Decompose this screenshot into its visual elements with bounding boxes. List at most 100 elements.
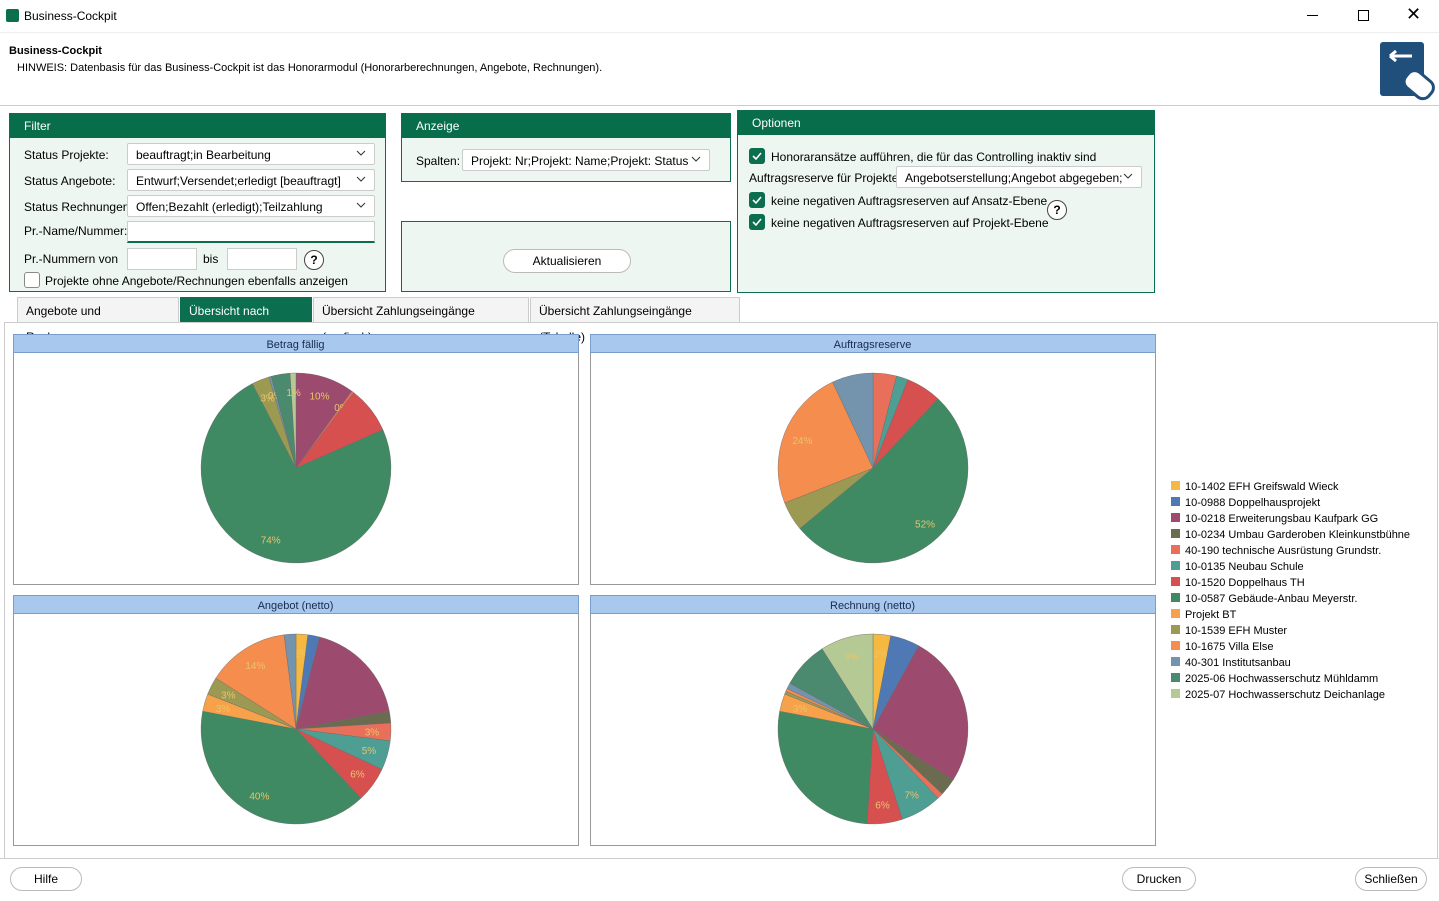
dropdown[interactable]: Offen;Bezahlt (erledigt);Teilzahlung (127, 195, 375, 217)
refresh-button[interactable]: Aktualisieren (503, 249, 631, 273)
pie-slice (777, 710, 874, 825)
data-label: 14% (245, 661, 265, 672)
data-label: 40% (249, 792, 269, 803)
data-label: 24% (792, 436, 812, 447)
checkbox-label: Honoraransätze aufführen, die für das Co… (771, 150, 1097, 164)
data-label: 1% (286, 388, 301, 399)
legend-label: 10-0135 Neubau Schule (1185, 561, 1304, 573)
field-label: bis (203, 252, 219, 266)
data-label: 7% (904, 790, 919, 801)
chart-title: Auftragsreserve (834, 339, 912, 351)
range-to[interactable] (227, 248, 297, 270)
tab[interactable]: Übersicht Zahlungseingänge (Tabelle) (530, 297, 740, 344)
panel-title: Anzeige (402, 114, 730, 138)
legend-swatch (1171, 641, 1180, 650)
legend-label: 10-1402 EFH Greifswald Wieck (1185, 481, 1339, 493)
help-icon[interactable]: ? (1047, 200, 1067, 220)
pie-slice (283, 633, 297, 730)
data-label: 3% (221, 690, 236, 701)
close[interactable]: ✕ (1406, 4, 1422, 24)
dropdown[interactable]: Projekt: Nr;Projekt: Name;Projekt: Statu… (462, 149, 710, 171)
checkbox[interactable] (749, 148, 765, 164)
checkbox[interactable] (749, 192, 765, 208)
legend-label: 40-190 technische Ausrüstung Grundstr. (1185, 545, 1381, 557)
checkbox-label: keine negativen Auftragsreserven auf Ans… (771, 194, 1048, 208)
minimize[interactable] (1307, 15, 1318, 16)
checkbox-label: Projekte ohne Angebote/Rechnungen ebenfa… (45, 274, 348, 288)
legend-label: 10-0218 Erweiterungsbau Kaufpark GG (1185, 513, 1378, 525)
refresh-panel: Aktualisieren (401, 221, 731, 292)
data-label: 6% (350, 770, 365, 781)
range-from[interactable] (127, 248, 197, 270)
close-button[interactable]: Schließen (1355, 867, 1427, 891)
data-label: 6% (875, 800, 890, 811)
data-label: 52% (915, 519, 935, 530)
legend-label: 10-1675 Villa Else (1185, 641, 1273, 653)
legend-swatch (1171, 689, 1180, 698)
help-button[interactable]: Hilfe (10, 867, 82, 891)
pie-slice (200, 383, 392, 564)
legend-swatch (1171, 513, 1180, 522)
field-label: Auftragsreserve für Projekte (749, 171, 899, 185)
chart: Auftragsreserve 52% 24% (590, 334, 1156, 585)
pie-slice (777, 381, 874, 504)
pie-slice (799, 398, 969, 564)
field-label: Status Projekte: (24, 148, 109, 162)
checkbox[interactable] (749, 214, 765, 230)
filter-panel: Filter Status Projekte: beauftragt;in Bea… (9, 113, 386, 292)
field-label: Status Angebote: (24, 174, 116, 188)
field-label: Pr.-Name/Nummer: (24, 224, 128, 238)
legend-swatch (1171, 593, 1180, 602)
legend-swatch (1171, 497, 1180, 506)
chart-title-bar (590, 334, 1156, 353)
name-input[interactable] (127, 221, 375, 243)
checkbox[interactable] (24, 272, 40, 288)
legend-label: 10-0988 Doppelhausprojekt (1185, 497, 1320, 509)
tab[interactable]: Übersicht nach Projekt (180, 297, 312, 344)
data-label: 3% (260, 394, 275, 405)
dropdown-value: Projekt: Nr;Projekt: Name;Projekt: Statu… (471, 154, 689, 168)
data-label: 2% (294, 649, 309, 660)
dropdown[interactable]: beauftragt;in Bearbeitung (127, 143, 375, 165)
legend-label: 2025-06 Hochwasserschutz Mühldamm (1185, 673, 1378, 685)
legend-swatch (1171, 481, 1180, 490)
dropdown-value: Offen;Bezahlt (erledigt);Teilzahlung (136, 200, 323, 214)
pie-slice (200, 710, 362, 825)
pie-slice (872, 645, 969, 781)
chart-title: Angebot (netto) (258, 600, 334, 612)
legend-label: 10-1539 EFH Muster (1185, 625, 1287, 637)
legend-swatch (1171, 529, 1180, 538)
legend-swatch (1171, 625, 1180, 634)
dropdown[interactable]: Entwurf;Versendet;erledigt [beauftragt] (127, 169, 375, 191)
field-label: Pr.-Nummern von (24, 252, 119, 266)
data-label: 3% (216, 704, 231, 715)
dropdown[interactable]: Angebotserstellung;Angebot abgegeben; (896, 166, 1142, 188)
chart-title: Rechnung (netto) (830, 600, 915, 612)
help-icon[interactable]: ? (304, 250, 324, 270)
dropdown-value: Angebotserstellung;Angebot abgegeben; (905, 171, 1123, 185)
chart-title-bar (13, 334, 579, 353)
panel-title: Optionen (738, 111, 1154, 135)
maximize[interactable] (1358, 10, 1369, 21)
dropdown-value: Entwurf;Versendet;erledigt [beauftragt] (136, 174, 341, 188)
data-label: 9% (845, 652, 860, 663)
header: Business-Cockpit HINWEIS: Datenbasis für… (0, 33, 1439, 106)
dropdown-value: beauftragt;in Bearbeitung (136, 148, 271, 162)
pie-slice (821, 633, 874, 730)
data-label: 0% (268, 391, 283, 402)
checkbox-label: keine negativen Auftragsreserven auf Pro… (771, 216, 1049, 230)
pie-slice (289, 372, 297, 469)
print-button[interactable]: Drucken (1122, 867, 1196, 891)
legend-swatch (1171, 561, 1180, 570)
exit-icon[interactable] (1378, 40, 1438, 106)
legend-swatch (1171, 657, 1180, 666)
chart-title-bar (13, 595, 579, 614)
legend-label: 2025-07 Hochwasserschutz Deichanlage (1185, 689, 1385, 701)
data-label: 74% (261, 536, 281, 547)
anzeige-panel: Anzeige Spalten: Projekt: Nr;Projekt: Na… (401, 113, 731, 182)
data-label: 3% (793, 704, 808, 715)
data-label: 3% (365, 727, 380, 738)
legend-label: 40-301 Institutsanbau (1185, 657, 1291, 669)
legend-label: 10-1520 Doppelhaus TH (1185, 577, 1305, 589)
